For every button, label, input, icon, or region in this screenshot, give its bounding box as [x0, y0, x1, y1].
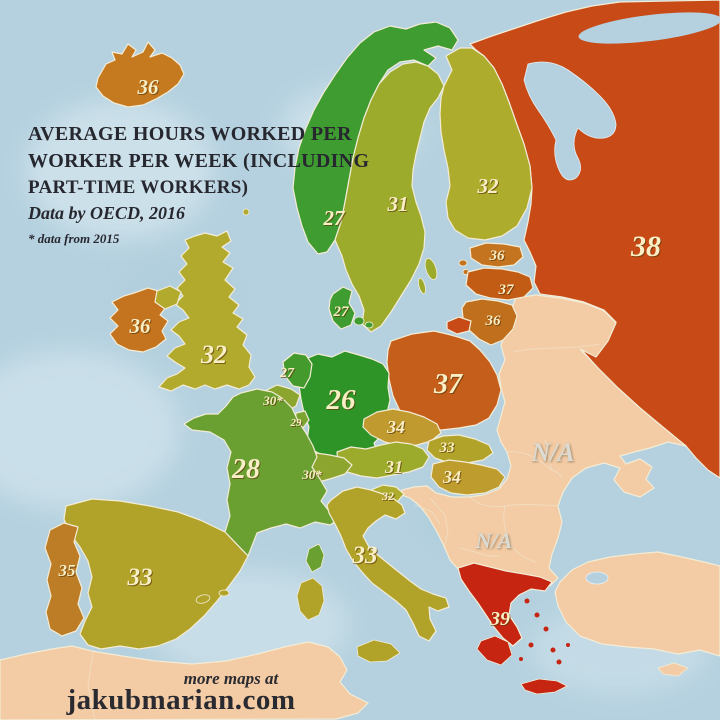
attribution: more maps at jakubmarian.com [65, 669, 295, 716]
label-hungary: 34 [442, 467, 461, 487]
country-france [183, 388, 340, 557]
label-poland: 37 [433, 369, 463, 400]
estonia-island [458, 259, 468, 267]
crete-island [520, 678, 568, 695]
region-na-east [395, 294, 687, 587]
label-austria: 31 [384, 457, 403, 477]
label-iceland: 36 [137, 75, 160, 99]
country-finland [439, 47, 533, 241]
cyprus-island [657, 662, 689, 677]
na-inner-borders [414, 343, 601, 563]
country-czechia [362, 408, 442, 447]
country-slovakia [426, 434, 494, 464]
title-footnote: * data from 2015 [28, 231, 120, 246]
title-line-3: PART-TIME WORKERS) [28, 177, 248, 198]
country-greece [457, 562, 553, 647]
label-belgium: 30* [262, 393, 283, 408]
menorca-island [218, 589, 230, 597]
label-italy: 33 [352, 542, 378, 569]
oland-island [418, 277, 426, 295]
label-na-ukraine: N/A [530, 438, 574, 467]
country-austria [336, 441, 430, 479]
country-sweden [334, 61, 445, 333]
peloponnese-peninsula [476, 635, 513, 666]
label-luxembourg: 29 [290, 417, 303, 429]
label-latvia: 37 [498, 282, 515, 298]
label-denmark: 27 [333, 304, 350, 320]
gotland-island [424, 258, 438, 280]
country-poland [386, 330, 502, 431]
label-lithuania: 36 [485, 313, 502, 329]
country-spain [63, 498, 249, 650]
label-na-balkans: N/A [475, 528, 513, 553]
label-france: 28 [231, 454, 260, 485]
label-slovakia: 33 [439, 440, 456, 456]
label-norway: 27 [323, 206, 347, 230]
marmara-sea [585, 571, 609, 585]
country-latvia [465, 267, 534, 301]
title-line-1: AVERAGE HOURS WORKED PER [28, 123, 352, 145]
title-subtitle: Data by OECD, 2016 [27, 203, 185, 223]
title-block: AVERAGE HOURS WORKED PER WORKER PER WEEK… [27, 123, 369, 246]
sicily-island [356, 639, 401, 663]
country-denmark [328, 286, 356, 330]
sardinia-island [296, 577, 325, 621]
country-italy [326, 486, 450, 642]
label-russia: 38 [630, 230, 661, 263]
label-switzerland: 30* [301, 467, 322, 482]
label-united-kingdom: 32 [200, 340, 227, 369]
title-line-2: WORKER PER WEEK (INCLUDING [28, 150, 369, 172]
label-estonia: 36 [489, 248, 506, 264]
label-finland: 32 [477, 174, 500, 198]
country-estonia [469, 242, 524, 268]
country-portugal [44, 522, 85, 637]
africa-inner-border [87, 651, 96, 720]
label-greece: 39 [489, 608, 510, 630]
shetland-island [242, 208, 250, 216]
attribution-tagline: more maps at [184, 669, 280, 688]
aegean-islands [519, 598, 570, 665]
label-spain: 33 [127, 564, 153, 591]
label-ireland: 36 [129, 314, 152, 338]
denmark-island2 [364, 321, 374, 329]
label-czechia: 34 [386, 417, 405, 437]
country-hungary [430, 459, 506, 496]
label-sweden: 31 [387, 192, 409, 216]
country-russia-kaliningrad [446, 316, 472, 335]
denmark-island [353, 316, 365, 326]
label-portugal: 35 [58, 561, 77, 580]
country-netherlands [282, 352, 313, 389]
label-netherlands: 27 [279, 366, 295, 381]
region-northern-ireland [154, 285, 182, 310]
label-slovenia: 32 [381, 489, 394, 503]
attribution-site: jakubmarian.com [65, 684, 295, 716]
white-sea [523, 61, 617, 181]
corsica-island [305, 543, 325, 573]
country-iceland [95, 41, 185, 108]
barents-coast-sea [578, 12, 720, 44]
label-germany: 26 [326, 384, 357, 416]
mallorca-island [195, 594, 211, 604]
